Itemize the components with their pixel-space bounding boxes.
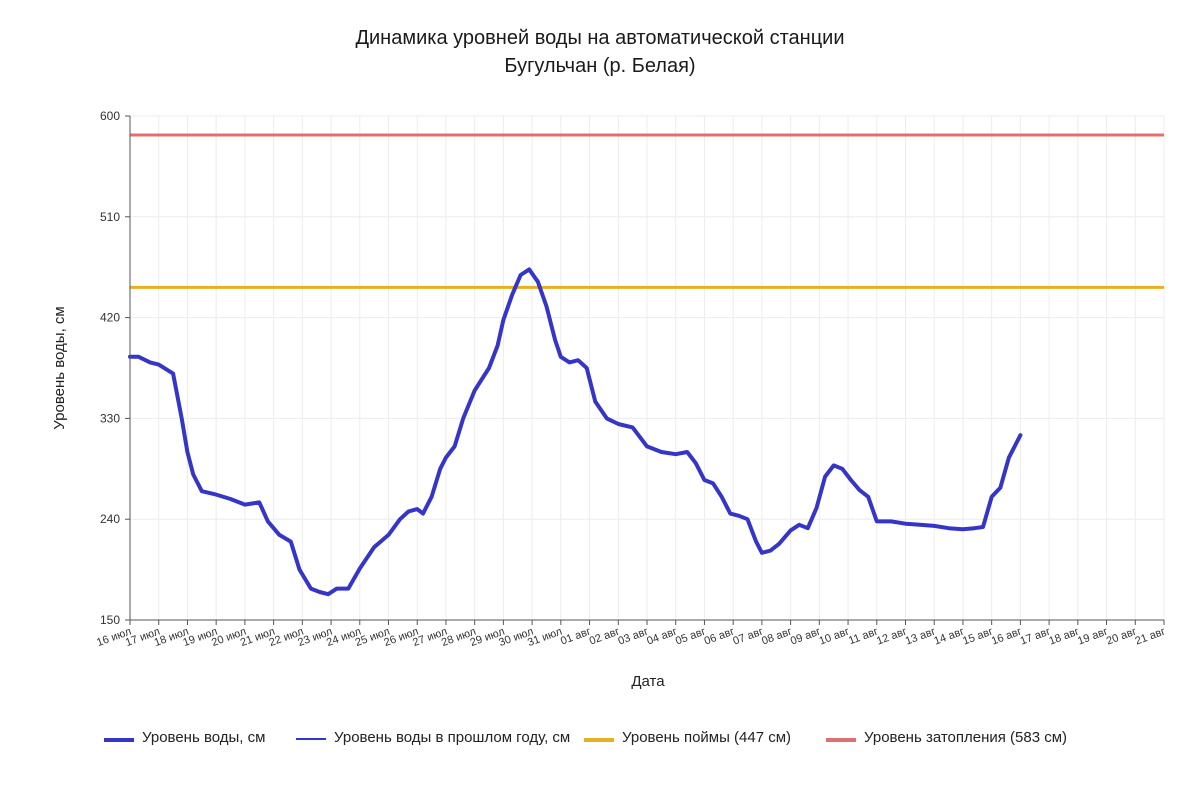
y-tick-label: 330 xyxy=(100,411,120,425)
y-tick-label: 420 xyxy=(100,311,120,325)
legend-item-current[interactable]: Уровень воды, см xyxy=(104,728,265,748)
legend-swatch-flooding xyxy=(826,738,856,742)
grid xyxy=(129,115,1165,621)
legend-label-flooding: Уровень затопления (583 см) xyxy=(864,729,1068,746)
legend-swatch-current xyxy=(104,738,134,742)
water-level-series-line xyxy=(128,267,1023,597)
y-tick-label: 600 xyxy=(100,109,120,123)
legend-swatch-last-year xyxy=(296,738,326,740)
x-axis-label: Дата xyxy=(631,673,665,690)
legend: Уровень воды, см Уровень воды в прошлом … xyxy=(100,728,1180,778)
x-tick-label: 10 авг xyxy=(818,626,851,648)
x-tick-label: 21 авг xyxy=(1134,626,1167,648)
series-group xyxy=(128,133,1164,597)
legend-label-last-year: Уровень воды в прошлом году, см xyxy=(334,729,571,746)
axes xyxy=(125,115,1165,625)
y-axis-ticks: 150 240 330 420 510 600 xyxy=(100,109,120,627)
legend-label-floodplain: Уровень поймы (447 см) xyxy=(622,729,792,746)
legend-item-flooding[interactable]: Уровень затопления (583 см) xyxy=(826,728,1067,748)
chart-title-block: Динамика уровней воды на автоматической … xyxy=(0,24,1200,80)
chart-title: Динамика уровней воды на автоматической … xyxy=(355,27,845,49)
y-tick-label: 150 xyxy=(100,613,120,627)
y-axis-label: Уровень воды, см xyxy=(51,306,68,429)
y-tick-label: 240 xyxy=(100,512,120,526)
legend-item-floodplain[interactable]: Уровень поймы (447 см) xyxy=(584,728,791,748)
legend-label-current: Уровень воды, см xyxy=(142,729,266,746)
chart-subtitle: Бугульчан (р. Белая) xyxy=(504,55,696,77)
y-tick-label: 510 xyxy=(100,210,120,224)
legend-swatch-floodplain xyxy=(584,738,614,742)
legend-item-last-year[interactable]: Уровень воды в прошлом году, см xyxy=(296,728,586,748)
